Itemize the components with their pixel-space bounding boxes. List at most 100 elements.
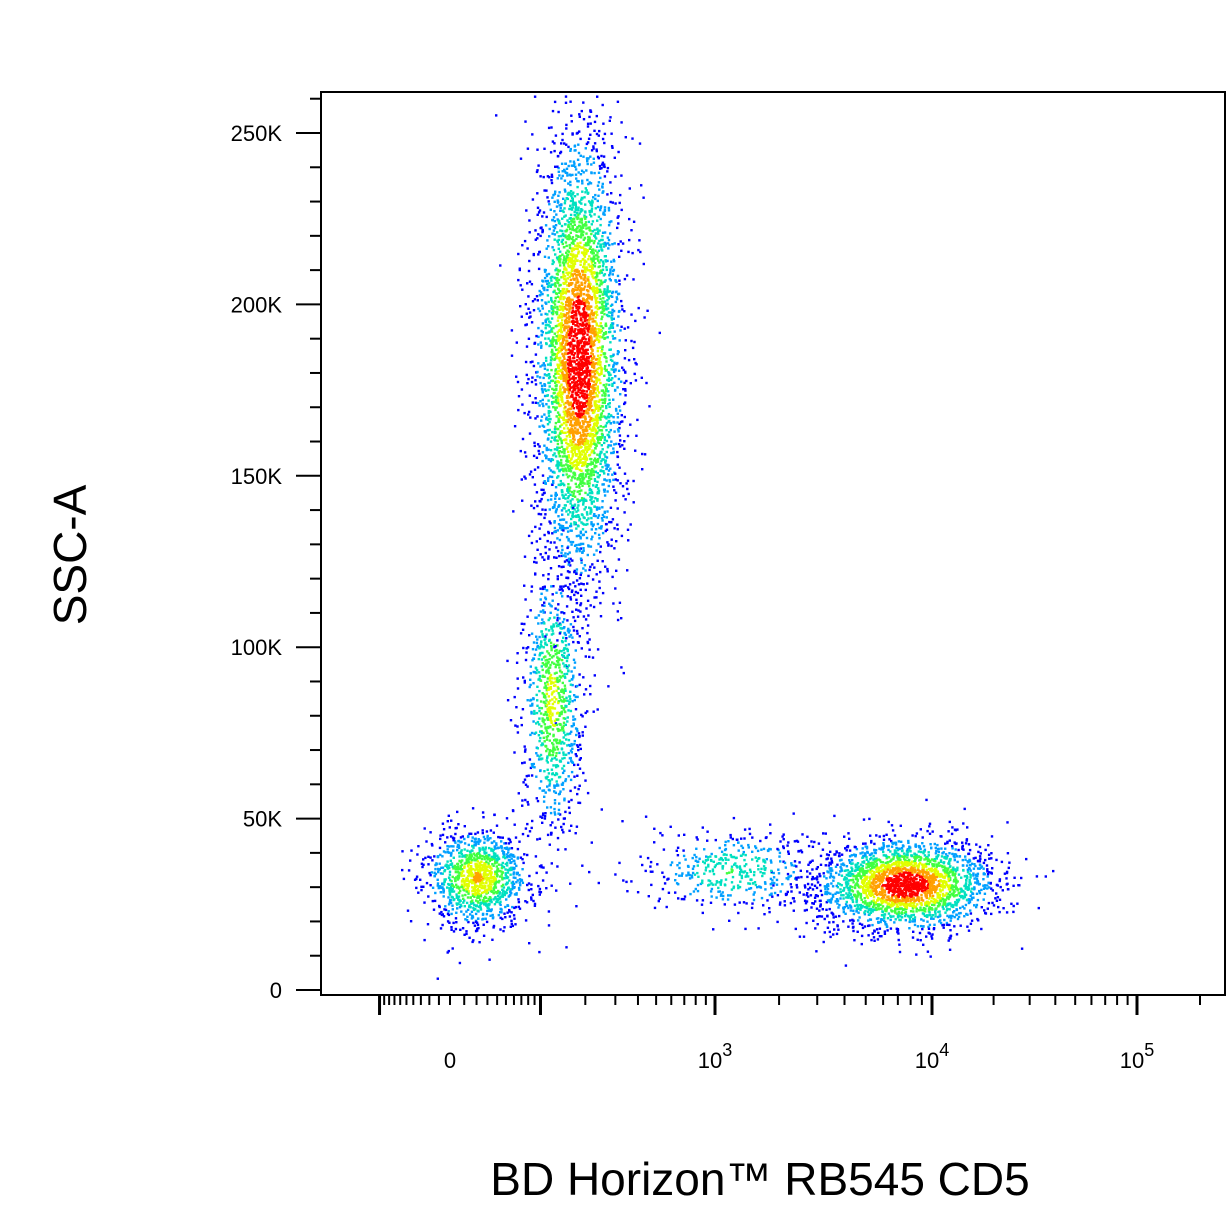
event-point — [533, 904, 537, 907]
event-point — [565, 419, 568, 422]
event-point — [555, 660, 559, 663]
event-point — [568, 474, 571, 478]
event-point — [556, 663, 559, 667]
event-point — [765, 858, 768, 861]
event-point — [790, 890, 793, 893]
event-point — [585, 169, 588, 172]
event-point — [588, 330, 592, 333]
event-point — [544, 551, 547, 555]
event-point — [597, 438, 600, 442]
event-point — [537, 335, 540, 338]
event-point — [864, 842, 867, 845]
event-point — [590, 439, 593, 442]
event-point — [576, 355, 579, 358]
event-point — [551, 757, 554, 760]
event-point — [466, 849, 469, 852]
event-point — [899, 899, 902, 902]
event-point — [619, 445, 622, 448]
event-point — [586, 384, 589, 388]
event-point — [883, 873, 887, 876]
event-point — [599, 243, 602, 246]
event-point — [810, 840, 813, 843]
event-point — [989, 881, 992, 885]
event-point — [643, 453, 647, 456]
event-point — [682, 849, 685, 852]
event-point — [538, 865, 542, 868]
event-point — [859, 894, 863, 897]
event-point — [630, 313, 633, 316]
event-point — [526, 883, 529, 887]
event-point — [568, 635, 571, 638]
event-point — [565, 946, 568, 949]
event-point — [951, 888, 954, 891]
event-point — [572, 718, 575, 721]
event-point — [553, 233, 557, 236]
event-point — [559, 334, 562, 337]
event-point — [630, 880, 633, 883]
event-point — [845, 900, 848, 904]
event-point — [470, 910, 474, 913]
event-point — [605, 450, 608, 454]
event-point — [576, 509, 580, 512]
event-point — [604, 389, 608, 393]
event-point — [531, 648, 535, 651]
event-point — [448, 878, 452, 882]
event-point — [546, 479, 550, 482]
event-point — [589, 434, 592, 438]
event-point — [599, 223, 602, 227]
event-point — [567, 738, 571, 742]
event-point — [584, 410, 587, 413]
event-point — [571, 514, 574, 518]
event-point — [538, 289, 541, 293]
event-point — [856, 890, 859, 893]
event-point — [594, 193, 597, 197]
event-point — [592, 341, 595, 345]
event-point — [893, 834, 897, 837]
event-point — [931, 914, 935, 917]
event-point — [555, 740, 558, 743]
event-point — [560, 658, 564, 662]
event-point — [519, 157, 523, 160]
event-point — [618, 422, 621, 425]
event-point — [489, 914, 492, 917]
event-point — [561, 132, 564, 136]
event-point — [584, 491, 587, 495]
event-point — [631, 251, 634, 255]
event-point — [543, 189, 546, 192]
event-point — [564, 644, 568, 647]
event-point — [561, 392, 564, 396]
event-point — [567, 508, 570, 512]
event-point — [997, 905, 1000, 909]
event-point — [489, 888, 493, 891]
event-point — [523, 475, 526, 478]
event-point — [502, 853, 505, 856]
event-point — [695, 847, 698, 850]
event-point — [531, 702, 534, 706]
event-point — [559, 290, 562, 293]
event-point — [542, 611, 545, 614]
event-point — [569, 413, 572, 417]
event-point — [856, 895, 859, 898]
event-point — [592, 356, 595, 360]
event-point — [707, 884, 710, 887]
event-point — [614, 407, 618, 411]
event-point — [978, 860, 982, 863]
event-point — [557, 300, 560, 303]
event-point — [550, 656, 554, 659]
event-point — [833, 814, 836, 818]
event-point — [584, 405, 588, 408]
event-point — [599, 206, 602, 209]
event-point — [968, 872, 971, 875]
event-point — [586, 710, 589, 713]
event-point — [778, 903, 782, 906]
event-point — [593, 400, 596, 403]
event-point — [485, 900, 489, 903]
event-point — [554, 406, 557, 409]
event-point — [624, 498, 627, 501]
event-point — [555, 758, 558, 761]
event-point — [975, 878, 979, 881]
event-point — [837, 882, 840, 885]
event-point — [550, 300, 554, 303]
event-point — [829, 850, 832, 853]
